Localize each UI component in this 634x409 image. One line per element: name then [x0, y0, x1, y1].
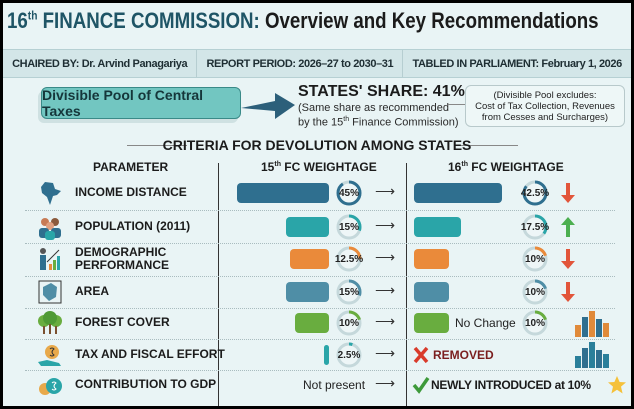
- divider: [458, 145, 518, 146]
- arrow-icon: ⟶: [375, 282, 396, 298]
- row-separator: [25, 275, 615, 277]
- divisible-pool-exclusions: (Divisible Pool excludes: Cost of Tax Col…: [465, 85, 625, 127]
- newly-introduced-label: NEWLY INTRODUCED at 10%: [431, 378, 591, 392]
- fc16-ring: 10%: [521, 309, 549, 337]
- check-icon: [412, 376, 430, 399]
- weight-label: 12.5%: [334, 253, 364, 265]
- row-separator: [25, 243, 615, 244]
- fc16-ring: 17.5%: [521, 213, 549, 241]
- arrow-down-icon: [561, 282, 575, 302]
- weight-label: 10%: [524, 317, 545, 329]
- parameter-name: POPULATION (2011): [75, 219, 191, 233]
- cross-icon: [413, 346, 429, 369]
- arrow-right-icon: [241, 93, 295, 119]
- fc16-bar: [414, 217, 461, 237]
- weight-label: 45%: [338, 187, 359, 199]
- fc15-bar: [286, 282, 329, 302]
- report-period: REPORT PERIOD: 2026–27 to 2030–31: [197, 50, 404, 77]
- fc16-ring: 42.5%: [521, 179, 549, 207]
- fc15-ring: 12.5%: [335, 245, 363, 273]
- arrow-icon: ⟶: [375, 313, 396, 329]
- tabled-date: TABLED IN PARLIAMENT: February 1, 2026: [412, 57, 623, 70]
- arrow-icon: ⟶: [375, 183, 396, 199]
- star-icon: [607, 375, 627, 400]
- page-title: 16th FINANCE COMMISSION: Overview and Ke…: [7, 8, 599, 33]
- weight-label: 15%: [338, 286, 359, 298]
- arrow-icon: ⟶: [375, 375, 396, 391]
- column-divider: [406, 163, 407, 406]
- weight-label: 42.5%: [520, 187, 550, 199]
- removed-label: REMOVED: [433, 348, 494, 362]
- area-map-icon: [37, 279, 63, 305]
- fc15-not-present: Not present: [303, 378, 366, 392]
- india-map-icon: [37, 180, 63, 206]
- fc15-bar: [286, 217, 329, 237]
- chaired-by: CHAIRED BY: Dr. Arvind Panagariya: [3, 50, 198, 77]
- infographic: 16th FINANCE COMMISSION: Overview and Ke…: [3, 3, 631, 406]
- column-divider: [218, 163, 219, 406]
- fc15-bar: [290, 249, 329, 269]
- fc16-bar: [414, 183, 503, 203]
- arrow-up-icon: [561, 217, 575, 237]
- weight-label: 10%: [338, 317, 359, 329]
- fc15-ring: 2.5%: [335, 341, 363, 369]
- fc16-header: 16th FC WEIGHTAGE: [448, 160, 564, 174]
- trees-icon: [37, 310, 63, 336]
- fc15-ring: 15%: [335, 213, 363, 241]
- weight-label: 10%: [524, 253, 545, 265]
- city-skyline-icon: [575, 309, 611, 342]
- row-separator: [25, 210, 615, 211]
- arrow-icon: ⟶: [375, 249, 396, 265]
- arrow-down-icon: [561, 183, 575, 203]
- people-icon: [37, 214, 63, 240]
- fc16-bar: [414, 313, 449, 333]
- arrow-down-icon: [561, 249, 575, 269]
- growth-chart-icon: [37, 246, 63, 272]
- no-change-label: No Change: [455, 316, 516, 330]
- arrow-icon: ⟶: [375, 345, 396, 361]
- weight-label: 17.5%: [520, 221, 550, 233]
- weight-label: 15%: [338, 221, 359, 233]
- criteria-heading: CRITERIA FOR DEVOLUTION AMONG STATES: [162, 137, 472, 153]
- parameter-name: FOREST COVER: [75, 315, 170, 329]
- states-share-note: (Same share as recommended by the 15th Fi…: [298, 102, 459, 129]
- fc15-ring: 45%: [335, 179, 363, 207]
- fc16-ring: 10%: [521, 278, 549, 306]
- fc16-bar: [414, 249, 449, 269]
- money-bags-icon: [37, 372, 63, 398]
- parameter-name: AREA: [75, 284, 110, 298]
- row-separator: [25, 339, 615, 340]
- fc16-ring: 10%: [521, 245, 549, 273]
- row-separator: [25, 370, 615, 371]
- fc15-bar: [236, 183, 329, 203]
- row-separator: [25, 307, 615, 309]
- parameter-header: PARAMETER: [93, 160, 169, 174]
- fc16-bar: [414, 282, 449, 302]
- info-bar: CHAIRED BY: Dr. Arvind Panagariya REPORT…: [3, 49, 631, 78]
- money-bag-hand-icon: [37, 342, 63, 368]
- fc15-bar: [324, 345, 329, 365]
- fc15-bar: [294, 313, 329, 333]
- weight-label: 10%: [524, 286, 545, 298]
- divider: [127, 145, 187, 146]
- parameter-name: DEMOGRAPHIC PERFORMANCE: [75, 245, 170, 272]
- divisible-pool-box: Divisible Pool of Central Taxes: [41, 87, 241, 119]
- parameter-name: INCOME DISTANCE: [75, 185, 187, 199]
- fc15-ring: 10%: [335, 309, 363, 337]
- arrow-icon: ⟶: [375, 217, 396, 233]
- city-skyline-icon: [575, 340, 611, 373]
- fc15-header: 15th FC WEIGHTAGE: [261, 160, 377, 174]
- weight-label: 2.5%: [337, 349, 361, 361]
- connector: [448, 104, 465, 105]
- parameter-name: TAX AND FISCAL EFFORT: [75, 347, 225, 361]
- fc15-ring: 15%: [335, 278, 363, 306]
- states-share: STATES' SHARE: 41%: [298, 83, 465, 100]
- parameter-name: CONTRIBUTION TO GDP: [75, 377, 217, 391]
